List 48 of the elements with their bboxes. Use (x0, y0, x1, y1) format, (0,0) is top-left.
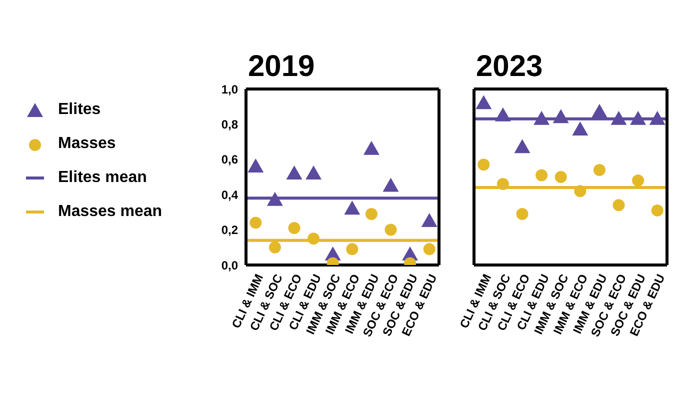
point (574, 185, 586, 198)
point (552, 109, 569, 124)
y-tick-label: 0,6 (221, 152, 238, 167)
legend-label: Elites (58, 101, 101, 119)
y-tick-label: 0,8 (221, 117, 238, 132)
point (384, 224, 397, 236)
point (514, 139, 530, 154)
point (572, 121, 588, 136)
point (346, 243, 358, 256)
point (308, 232, 320, 245)
y-tick-label: 0,2 (221, 223, 238, 238)
point (248, 158, 264, 172)
point (286, 165, 302, 180)
y-tick-label: 0,4 (221, 188, 238, 202)
point (421, 213, 438, 227)
point (610, 110, 627, 125)
point (632, 174, 644, 187)
point (250, 216, 262, 229)
point (612, 199, 625, 212)
point (536, 169, 548, 182)
point (268, 241, 281, 254)
point (593, 164, 606, 176)
point (476, 95, 492, 110)
point (554, 171, 567, 183)
point (266, 192, 283, 206)
point (344, 200, 360, 215)
legend-label: Elites mean (58, 169, 147, 187)
point (649, 110, 666, 125)
y-tick-label: 0,0 (221, 258, 238, 272)
point (591, 104, 608, 118)
legend-label: Masses (58, 135, 116, 153)
point (288, 222, 300, 234)
point (365, 208, 378, 220)
y-tick-label: 1,0 (221, 82, 238, 96)
point (363, 140, 380, 155)
point (478, 158, 490, 171)
point (630, 110, 646, 125)
point (651, 204, 664, 216)
legend-label: Masses mean (58, 203, 162, 221)
point (423, 243, 436, 256)
point (496, 178, 509, 190)
point (382, 178, 399, 192)
chart-title: 2023 (476, 50, 544, 84)
point (534, 110, 550, 125)
point (306, 165, 322, 180)
chart-title: 2019 (248, 50, 316, 84)
point (516, 208, 528, 220)
point (494, 107, 511, 122)
